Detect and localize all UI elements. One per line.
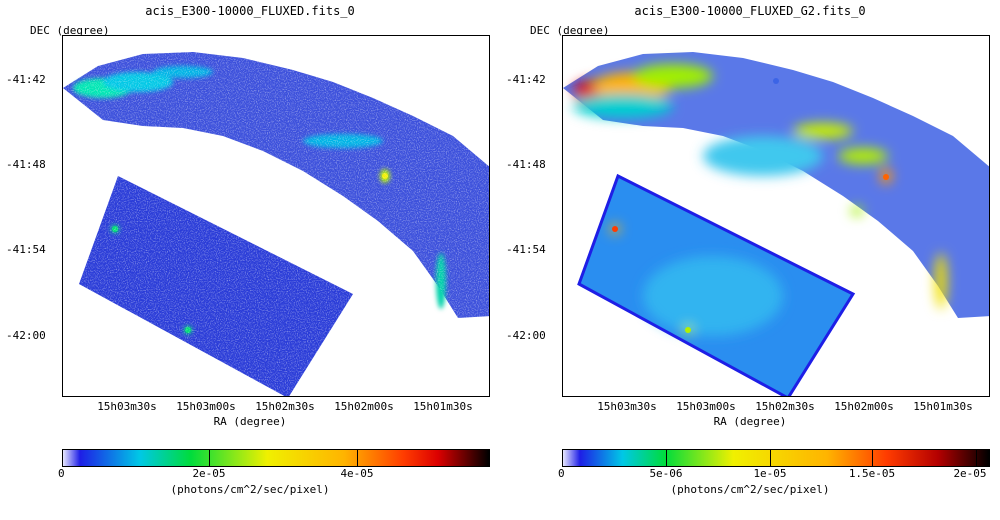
y-tick-label: -41:54	[6, 243, 46, 256]
sky-image	[563, 52, 989, 396]
colorbar-tick-label: 2e-05	[192, 467, 226, 480]
point-source	[883, 174, 889, 180]
chart-title: acis_E300-10000_FLUXED.fits_0	[145, 4, 355, 18]
x-axis-label: RA (degree)	[213, 415, 287, 428]
pixel-noise	[63, 52, 489, 396]
x-tick-label: 15h03m00s	[676, 400, 736, 413]
y-tick-label: -41:42	[6, 73, 46, 86]
x-tick-label: 15h02m30s	[255, 400, 315, 413]
colorbar-label: (photons/cm^2/sec/pixel)	[670, 483, 830, 496]
colorbar-tick-label: 5e-06	[649, 467, 683, 480]
colorbar-tick-label: 1e-05	[753, 467, 787, 480]
y-tick-label: -42:00	[6, 329, 46, 342]
colorbar-tick-label: 2e-05	[953, 467, 987, 480]
y-tick-label: -42:00	[506, 329, 546, 342]
emission-feature	[851, 206, 863, 216]
colorbar-tick-mark	[976, 449, 977, 467]
chart-title: acis_E300-10000_FLUXED_G2.fits_0	[634, 4, 866, 18]
x-tick-label: 15h01m30s	[413, 400, 473, 413]
colorbar-label: (photons/cm^2/sec/pixel)	[170, 483, 330, 496]
colorbar-tick-label: 4e-05	[340, 467, 374, 480]
x-tick-label: 15h02m00s	[834, 400, 894, 413]
emission-feature	[838, 148, 888, 164]
x-axis-label: RA (degree)	[713, 415, 787, 428]
colorbar	[62, 449, 490, 467]
point-source	[773, 78, 779, 84]
image-panel-fluxed: acis_E300-10000_FLUXED.fits_0 DEC (degre…	[6, 4, 490, 496]
emission-feature	[643, 256, 783, 336]
colorbar-tick-mark	[872, 449, 873, 467]
x-tick-label: 15h02m30s	[755, 400, 815, 413]
exposure-arc-region	[563, 52, 989, 318]
x-tick-label: 15h02m00s	[334, 400, 394, 413]
emission-feature	[935, 253, 947, 309]
colorbar-tick-label: 0	[558, 467, 565, 480]
exposure-edge	[577, 173, 856, 396]
emission-feature	[793, 123, 853, 139]
emission-feature	[703, 136, 823, 176]
colorbar	[562, 449, 990, 467]
colorbar-tick-mark	[209, 449, 210, 467]
y-tick-label: -41:48	[506, 158, 546, 171]
emission-feature	[573, 94, 673, 118]
x-tick-label: 15h03m30s	[97, 400, 157, 413]
y-tick-label: -41:42	[506, 73, 546, 86]
colorbar-tick-mark	[666, 449, 667, 467]
y-axis-label: DEC (degree)	[30, 24, 110, 37]
sky-image	[63, 52, 489, 396]
image-panel-fluxed-g2: acis_E300-10000_FLUXED_G2.fits_0 DEC (de…	[500, 0, 1000, 520]
y-axis-label: DEC (degree)	[530, 24, 610, 37]
point-source	[612, 226, 618, 232]
colorbar-tick-label: 1.5e-05	[848, 467, 896, 480]
x-tick-label: 15h03m00s	[176, 400, 236, 413]
colorbar-tick-mark	[770, 449, 771, 467]
x-tick-label: 15h01m30s	[913, 400, 973, 413]
emission-feature	[633, 64, 713, 88]
point-source	[685, 327, 691, 333]
y-tick-label: -41:48	[6, 158, 46, 171]
colorbar-tick-label: 0	[58, 467, 65, 480]
y-tick-label: -41:54	[506, 243, 546, 256]
sky-image-plot[interactable]	[62, 35, 490, 397]
sky-image-plot[interactable]	[562, 35, 990, 397]
x-tick-label: 15h03m30s	[597, 400, 657, 413]
colorbar-tick-mark	[357, 449, 358, 467]
